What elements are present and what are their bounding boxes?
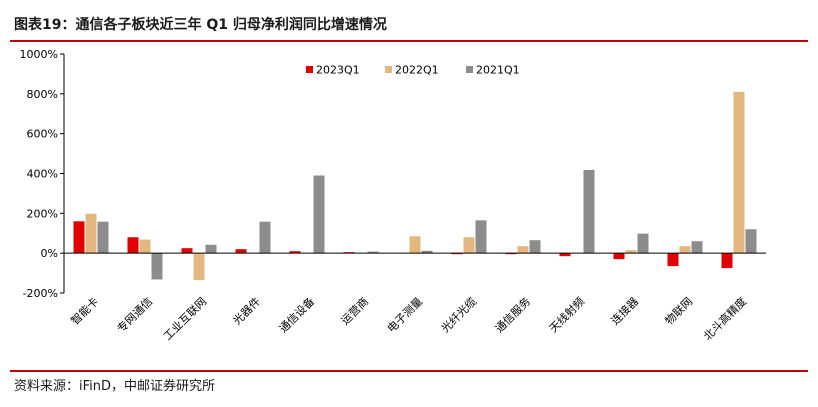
category-label: 通信服务 bbox=[493, 295, 533, 335]
bar-2021Q1 bbox=[313, 175, 325, 254]
legend-swatch bbox=[385, 66, 392, 73]
legend-label: 2023Q1 bbox=[316, 64, 360, 77]
category-label: 北斗高精度 bbox=[700, 294, 749, 343]
category-label: 天线射频 bbox=[546, 294, 587, 335]
bar-2021Q1 bbox=[421, 250, 433, 254]
bar-2021Q1 bbox=[367, 251, 379, 254]
bar-2023Q1 bbox=[667, 253, 679, 267]
category-label: 工业互联网 bbox=[161, 295, 209, 343]
bar-2022Q1 bbox=[463, 237, 475, 254]
bar-2021Q1 bbox=[259, 221, 271, 254]
bar-2021Q1 bbox=[691, 241, 703, 254]
bar-2023Q1 bbox=[721, 253, 733, 269]
bar-2022Q1 bbox=[85, 213, 97, 254]
legend-swatch bbox=[466, 66, 473, 73]
legend: 2023Q1 2022Q1 2021Q1 bbox=[306, 64, 520, 77]
category-label: 电子测量 bbox=[385, 295, 425, 335]
bar-2021Q1 bbox=[97, 221, 109, 254]
x-axis-labels: 智能卡 专网通信 工业互联网 光器件 通信设备 运营商 电子测量 光纤光缆 通信服务 天线射频 连接… bbox=[68, 294, 749, 343]
category-label: 运营商 bbox=[338, 294, 371, 327]
bar-2021Q1 bbox=[745, 229, 757, 254]
bar-2023Q1 bbox=[559, 253, 571, 257]
y-tick-label: 1000% bbox=[20, 48, 58, 61]
bar-2023Q1 bbox=[181, 248, 193, 254]
y-tick-label: -200% bbox=[23, 287, 58, 300]
y-tick-label: 400% bbox=[27, 168, 58, 181]
legend-swatch bbox=[306, 66, 313, 73]
category-label: 专网通信 bbox=[114, 294, 155, 335]
category-label: 光纤光缆 bbox=[438, 294, 479, 335]
bar-2021Q1 bbox=[475, 220, 487, 254]
bars bbox=[73, 91, 757, 281]
bar-2023Q1 bbox=[289, 251, 301, 254]
bar-2021Q1 bbox=[205, 244, 217, 254]
bar-2022Q1 bbox=[193, 253, 205, 281]
y-tick-label: 0% bbox=[41, 247, 58, 260]
bar-2022Q1 bbox=[625, 250, 637, 254]
y-tick-label: 200% bbox=[27, 207, 58, 220]
bar-2023Q1 bbox=[127, 237, 139, 254]
bar-2021Q1 bbox=[583, 169, 595, 254]
y-tick-label: 600% bbox=[27, 128, 58, 141]
bar-2023Q1 bbox=[235, 249, 247, 254]
bar-2022Q1 bbox=[409, 236, 421, 254]
bar-2021Q1 bbox=[637, 233, 649, 254]
bar-2022Q1 bbox=[733, 91, 745, 254]
category-label: 通信设备 bbox=[276, 294, 317, 335]
bar-2021Q1 bbox=[151, 253, 163, 280]
category-label: 光器件 bbox=[230, 294, 263, 327]
category-label: 智能卡 bbox=[68, 294, 101, 327]
chart-title: 图表19：通信各子板块近三年 Q1 归母净利润同比增速情况 bbox=[14, 17, 387, 33]
bar-2022Q1 bbox=[517, 246, 529, 254]
bar-2023Q1 bbox=[613, 253, 625, 260]
legend-label: 2021Q1 bbox=[476, 64, 520, 77]
legend-label: 2022Q1 bbox=[395, 64, 439, 77]
category-label: 物联网 bbox=[662, 294, 695, 327]
y-tick-label: 800% bbox=[27, 88, 58, 101]
title-divider bbox=[10, 40, 808, 42]
bar-2022Q1 bbox=[139, 239, 151, 254]
bar-2023Q1 bbox=[73, 221, 85, 254]
bar-2021Q1 bbox=[529, 240, 541, 254]
footer-divider bbox=[10, 370, 808, 372]
source-note: 资料来源：iFinD，中邮证券研究所 bbox=[14, 379, 216, 394]
y-axis: -200% 0% 200% 400% 600% 800% 1000% bbox=[20, 48, 65, 300]
category-label: 连接器 bbox=[609, 295, 642, 328]
bar-chart: -200% 0% 200% 400% 600% 800% 1000% 智能卡 专网通信 工业互联… bbox=[20, 48, 766, 343]
bar-2022Q1 bbox=[679, 246, 691, 254]
